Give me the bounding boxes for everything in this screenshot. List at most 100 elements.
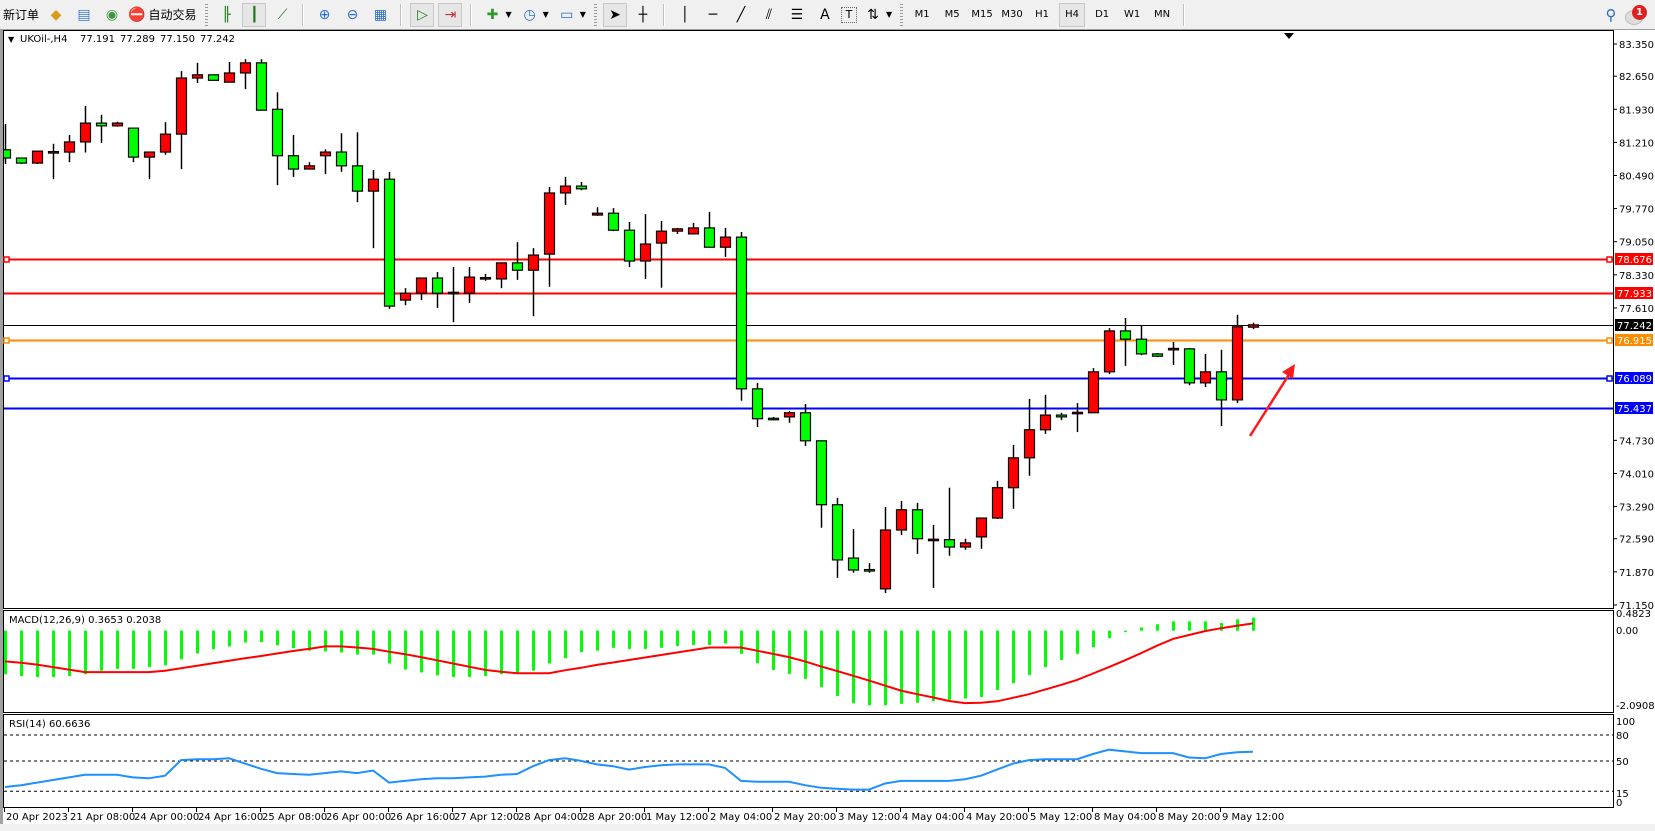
candle (1071, 403, 1084, 433)
macd-pane[interactable] (4, 617, 1255, 706)
line-handle[interactable] (1606, 337, 1613, 344)
chevron-down-icon[interactable]: ▼ (885, 10, 893, 19)
timeframe-w1[interactable]: W1 (1123, 9, 1141, 20)
zoom-out-icon[interactable]: ⊖ (346, 6, 359, 23)
navigator-icon[interactable]: ▤ (77, 6, 91, 23)
signal-icon[interactable]: ◉ (105, 6, 119, 23)
chevron-down-icon[interactable]: ▼ (542, 10, 549, 19)
macd-histogram-bar (948, 630, 951, 700)
tile-windows-icon[interactable]: ▦ (373, 6, 388, 23)
right-tools: ⚲ 1 (1597, 3, 1647, 27)
vertical-line-icon[interactable]: │ (680, 6, 690, 23)
horizontal-line-icon[interactable]: ─ (708, 6, 718, 23)
candle (991, 480, 1004, 519)
price-axis[interactable]: 83.350 82.650 81.930 81.210 80.490 79.770 79.0… (1613, 40, 1655, 809)
notification-button[interactable]: 1 (1625, 4, 1647, 26)
macd-histogram-bar (1172, 621, 1175, 631)
timeframe-m15[interactable]: M15 (971, 9, 993, 20)
rsi-label: RSI(14) 60.6636 (9, 719, 90, 730)
chart-background (0, 30, 1655, 831)
auto-scroll-icon[interactable]: ▷ (410, 2, 435, 27)
fibonacci-icon[interactable]: ☰ (790, 6, 804, 23)
price-tick-label: 77.610 (1619, 304, 1654, 315)
macd-histogram-bar (4, 630, 7, 675)
text-label-icon[interactable]: T (840, 6, 857, 23)
timeframe-m1[interactable]: M1 (914, 9, 930, 20)
clock-icon[interactable]: ◷ (523, 6, 536, 23)
diamond-icon[interactable]: ◆ (50, 6, 62, 23)
macd-histogram-bar (612, 630, 615, 648)
candle (255, 59, 268, 111)
bar-chart-icon[interactable]: ╟ (222, 6, 231, 23)
candle-body (367, 178, 380, 192)
crosshair-icon[interactable]: ┼ (638, 6, 648, 23)
timeframe-h4[interactable]: H4 (1059, 2, 1086, 27)
candle-body (175, 77, 188, 135)
toolbar-grip[interactable] (900, 3, 904, 26)
line-handle[interactable] (3, 337, 10, 344)
time-label: 4 May 20:00 (966, 812, 1028, 823)
candle (1231, 314, 1244, 404)
timeframe-m30[interactable]: M30 (1001, 9, 1023, 20)
candle (79, 106, 92, 153)
candle (399, 288, 412, 306)
ohlc-close: 77.242 (200, 34, 235, 45)
candle (207, 74, 220, 81)
line-handle[interactable] (1606, 375, 1613, 382)
auto-trading-button[interactable]: ⛔ 自动交易 (128, 3, 199, 27)
time-label: 21 Apr 08:00 (70, 812, 135, 823)
toolbar-grip[interactable] (593, 3, 597, 26)
candle-body (559, 185, 572, 194)
candle-body (495, 262, 508, 280)
macd-histogram-bar (644, 630, 647, 649)
macd-histogram-bar (532, 630, 535, 671)
candle (287, 135, 300, 177)
candle-body (687, 227, 700, 235)
macd-histogram-bar (84, 630, 87, 675)
cursor-icon[interactable]: ➤ (602, 2, 627, 27)
price-chart[interactable] (1, 59, 1614, 594)
indicators-icon[interactable]: ✚ (486, 6, 499, 23)
line-handle[interactable] (3, 256, 10, 263)
template-icon[interactable]: ▭ (560, 6, 574, 23)
macd-histogram-bar (52, 630, 55, 678)
arrows-icon[interactable]: ⇅ (867, 6, 879, 23)
text-icon[interactable]: A (820, 6, 830, 23)
timeframe-h1[interactable]: H1 (1035, 9, 1050, 20)
macd-histogram-bar (340, 630, 343, 653)
macd-histogram-bar (20, 630, 23, 677)
candle-body (1215, 371, 1228, 401)
candlestick-icon[interactable]: ┃ (242, 2, 267, 27)
candle (31, 150, 44, 165)
candle-body (223, 72, 236, 83)
line-handle[interactable] (1606, 256, 1613, 263)
chevron-down-icon[interactable]: ▼ (505, 10, 512, 19)
candle-body (1055, 414, 1068, 418)
line-handle[interactable] (3, 375, 10, 382)
candle-body (63, 141, 76, 153)
macd-histogram-bar (692, 630, 695, 645)
rsi-pane[interactable] (4, 734, 1613, 792)
price-tick-label: 74.730 (1619, 436, 1654, 447)
chevron-down-icon[interactable]: ▼ (579, 10, 586, 19)
red-arrow-annotation[interactable] (1248, 364, 1295, 437)
chart-shift-icon[interactable]: ⇥ (438, 2, 463, 27)
candle-body (319, 151, 332, 157)
macd-tick-label: 0.00 (1616, 626, 1638, 637)
timeframe-mn[interactable]: MN (1154, 9, 1171, 20)
new-order-button[interactable]: 新订单 (3, 8, 40, 22)
timeframe-d1[interactable]: D1 (1095, 9, 1110, 20)
equidistant-channel-icon[interactable]: ⫽ (765, 6, 773, 23)
trendline-icon[interactable]: ╱ (736, 6, 746, 23)
line-chart-icon[interactable]: ⟋ (277, 6, 288, 23)
toolbar-grip[interactable] (205, 3, 209, 26)
candle-body (1167, 347, 1180, 351)
candle (591, 207, 604, 216)
timeframe-m5[interactable]: M5 (944, 9, 960, 20)
zoom-in-icon[interactable]: ⊕ (318, 6, 331, 23)
chart-shift-marker[interactable] (1284, 33, 1294, 39)
search-icon[interactable]: ⚲ (1605, 6, 1617, 24)
macd-histogram-bar (1028, 630, 1031, 675)
